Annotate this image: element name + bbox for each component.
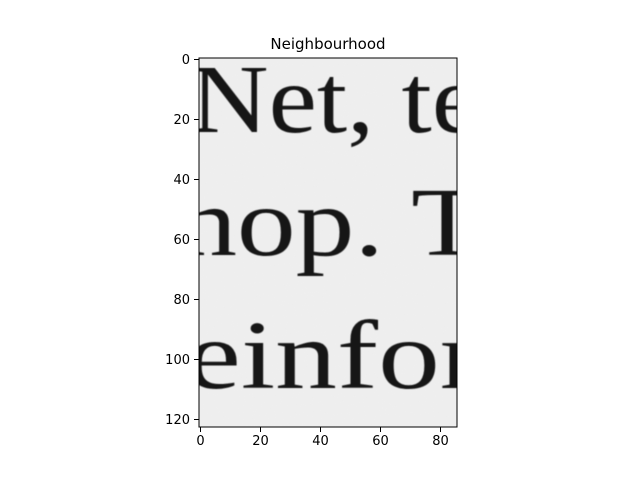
y-tick-label: 80	[173, 293, 190, 308]
chart-title: Neighbourhood	[270, 35, 385, 53]
x-tick-label: 40	[312, 434, 329, 449]
x-tick-label: 0	[196, 434, 204, 449]
y-tick-label: 100	[165, 353, 190, 368]
y-tick-label: 40	[173, 173, 190, 188]
image-area: Net, te hop. T einfor	[178, 46, 483, 427]
x-axis: 0 20 40 60 80	[196, 427, 449, 449]
image-text-line-3: einfor	[186, 302, 481, 410]
x-tick-label: 20	[252, 434, 269, 449]
y-tick-label: 120	[165, 413, 190, 428]
image-text-line-2: hop. T	[178, 169, 483, 277]
y-tick-label: 0	[182, 53, 190, 68]
x-tick-label: 60	[372, 434, 389, 449]
y-axis: 0 20 40 60 80 100 120	[165, 53, 199, 428]
paper-texture	[199, 58, 457, 427]
plot-area: Net, te hop. T einfor	[178, 46, 483, 428]
axes-frame	[198, 57, 458, 428]
image-text-line-1: Net, te	[190, 46, 480, 154]
y-tick-label: 60	[173, 233, 190, 248]
y-tick-label: 20	[173, 113, 190, 128]
x-tick-label: 80	[432, 434, 449, 449]
